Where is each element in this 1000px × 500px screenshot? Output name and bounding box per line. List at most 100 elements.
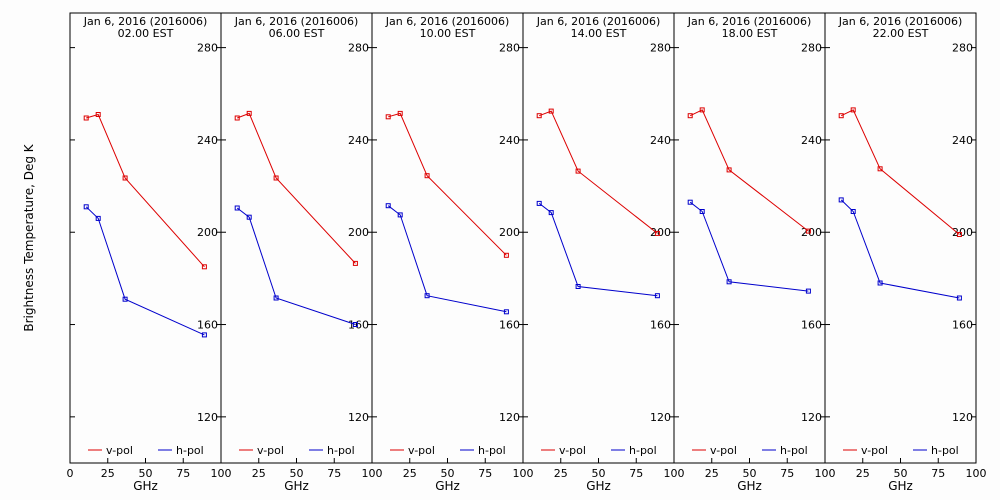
x-tick-label: 50 — [139, 467, 153, 480]
y-tick-label: 280 — [499, 42, 520, 55]
panels: 120 160 200 240 280 0 25 50 75 100 GHz Jan 6, 2016 … — [67, 12, 987, 493]
h-pol-point — [654, 293, 660, 299]
panel-subtitle: 18.00 EST — [722, 27, 778, 40]
h-pol-point — [424, 293, 430, 299]
x-axis-label: GHz — [284, 479, 309, 493]
y-tick-label: 280 — [197, 42, 218, 55]
x-tick-label: 100 — [211, 467, 232, 480]
x-tick-label: 75 — [327, 467, 341, 480]
v-pol-point — [548, 108, 554, 114]
h-pol-point — [805, 288, 811, 294]
v-pol-line — [237, 112, 356, 264]
x-tick-label: 25 — [101, 467, 115, 480]
h-pol-point — [838, 197, 844, 203]
legend-label-v-pol: v-pol — [559, 444, 586, 457]
y-tick-label: 200 — [952, 226, 973, 239]
legend-label-h-pol: h-pol — [780, 444, 808, 457]
h-pol-point — [956, 295, 962, 301]
y-tick-label: 200 — [197, 226, 218, 239]
y-tick-label: 160 — [197, 319, 218, 332]
y-tick-label: 120 — [197, 411, 218, 424]
v-pol-point — [201, 264, 207, 270]
panel-subtitle: 22.00 EST — [873, 27, 929, 40]
y-tick-label: 120 — [650, 411, 671, 424]
y-tick-label: 160 — [952, 319, 973, 332]
y-tick-label: 160 — [801, 319, 822, 332]
chart-panel-1: 120 160 200 240 280 0 25 50 75 100 GHz Jan 6, 2016 … — [67, 12, 232, 493]
h-pol-point — [575, 284, 581, 289]
h-pol-point — [850, 209, 856, 214]
y-tick-label: 200 — [499, 226, 520, 239]
h-pol-line — [689, 201, 809, 292]
h-pol-point — [385, 203, 391, 209]
panel-title: Jan 6, 2016 (2016006) — [234, 15, 359, 28]
x-tick-label: 100 — [513, 467, 534, 480]
x-tick-label: 100 — [815, 467, 836, 480]
v-pol-point — [536, 113, 542, 119]
x-tick-label: 50 — [441, 467, 455, 480]
h-pol-point — [246, 214, 252, 220]
legend-label-v-pol: v-pol — [106, 444, 133, 457]
y-axis-label: Brightness Temperature, Deg K — [22, 143, 36, 331]
h-pol-line — [85, 206, 205, 336]
h-pol-point — [95, 215, 101, 221]
y-tick-label: 240 — [801, 134, 822, 147]
y-tick-label: 200 — [650, 226, 671, 239]
x-tick-label: 75 — [478, 467, 492, 480]
v-pol-point — [385, 114, 391, 120]
legend-label-h-pol: h-pol — [478, 444, 506, 457]
v-pol-line — [86, 113, 205, 268]
v-pol-point — [838, 113, 844, 119]
x-axis-label: GHz — [737, 479, 762, 493]
x-tick-label: 75 — [176, 467, 190, 480]
chart-panel-4: 120 160 200 240 280 25 50 75 100 GHz Jan 6, 2016 (… — [522, 12, 685, 493]
panel-title: Jan 6, 2016 (2016006) — [83, 15, 208, 28]
v-pol-point — [687, 113, 693, 119]
v-pol-point — [352, 260, 358, 266]
legend-label-h-pol: h-pol — [931, 444, 959, 457]
y-tick-label: 120 — [499, 411, 520, 424]
y-tick-label: 240 — [952, 134, 973, 147]
h-pol-point — [273, 295, 279, 301]
legend-label-h-pol: h-pol — [629, 444, 657, 457]
legend-label-h-pol: h-pol — [327, 444, 355, 457]
y-tick-label: 280 — [952, 42, 973, 55]
panel-title: Jan 6, 2016 (2016006) — [687, 15, 812, 28]
x-tick-label: 50 — [592, 467, 606, 480]
x-tick-label: 50 — [894, 467, 908, 480]
panel-subtitle: 10.00 EST — [420, 27, 476, 40]
panel-title: Jan 6, 2016 (2016006) — [838, 15, 963, 28]
y-tick-label: 280 — [348, 42, 369, 55]
x-tick-label: 0 — [67, 467, 74, 480]
panel-subtitle: 14.00 EST — [571, 27, 627, 40]
v-pol-point — [83, 115, 89, 121]
x-tick-label: 100 — [362, 467, 383, 480]
y-tick-label: 120 — [952, 411, 973, 424]
v-pol-point — [95, 112, 101, 117]
legend-label-h-pol: h-pol — [176, 444, 204, 457]
y-tick-label: 120 — [801, 411, 822, 424]
x-tick-label: 25 — [554, 467, 568, 480]
panel-subtitle: 02.00 EST — [118, 27, 174, 40]
h-pol-point — [726, 279, 732, 285]
legend-label-v-pol: v-pol — [257, 444, 284, 457]
chart-panel-6: 120 160 200 240 280 25 50 75 100 GHz Jan 6, 2016 (… — [824, 12, 987, 493]
x-tick-label: 50 — [743, 467, 757, 480]
legend-label-v-pol: v-pol — [861, 444, 888, 457]
v-pol-point — [726, 167, 732, 173]
x-tick-label: 100 — [664, 467, 685, 480]
h-pol-point — [548, 210, 554, 216]
panel-title: Jan 6, 2016 (2016006) — [385, 15, 510, 28]
x-tick-label: 75 — [780, 467, 794, 480]
y-tick-label: 240 — [348, 134, 369, 147]
v-pol-point — [246, 110, 252, 116]
y-tick-label: 160 — [499, 319, 520, 332]
legend-label-v-pol: v-pol — [710, 444, 737, 457]
x-tick-label: 100 — [966, 467, 987, 480]
y-tick-label: 240 — [197, 134, 218, 147]
h-pol-line — [840, 199, 960, 299]
x-tick-label: 25 — [403, 467, 417, 480]
h-pol-point — [699, 209, 705, 214]
v-pol-line — [388, 112, 507, 256]
